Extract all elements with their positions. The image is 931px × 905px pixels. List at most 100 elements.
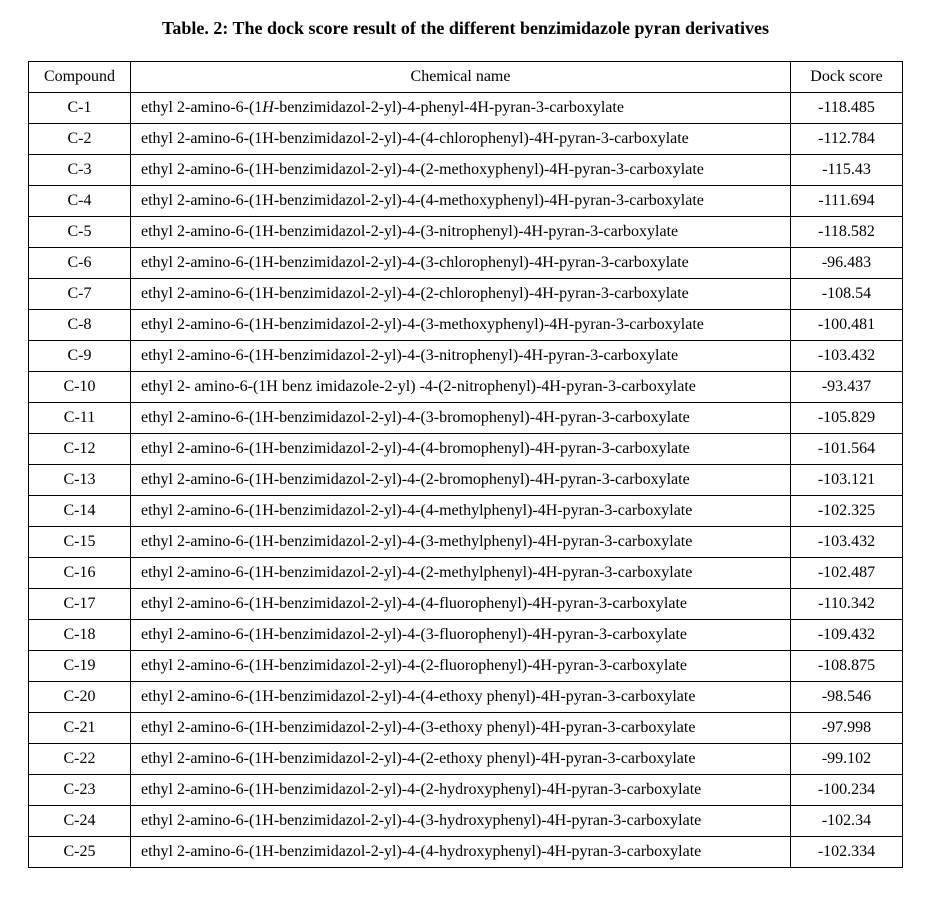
cell-compound: C-14	[29, 496, 131, 527]
cell-chemical-name: ethyl 2-amino-6-(1H-benzimidazol-2-yl)-4…	[131, 744, 791, 775]
cell-compound: C-21	[29, 713, 131, 744]
table-row: C-7ethyl 2-amino-6-(1H-benzimidazol-2-yl…	[29, 279, 903, 310]
cell-compound: C-1	[29, 93, 131, 124]
cell-chemical-name: ethyl 2-amino-6-(1H-benzimidazol-2-yl)-4…	[131, 589, 791, 620]
cell-compound: C-19	[29, 651, 131, 682]
cell-dock-score: -98.546	[791, 682, 903, 713]
cell-chemical-name: ethyl 2-amino-6-(1H-benzimidazol-2-yl)-4…	[131, 124, 791, 155]
table-row: C-11ethyl 2-amino-6-(1H-benzimidazol-2-y…	[29, 403, 903, 434]
cell-chemical-name: ethyl 2-amino-6-(1H-benzimidazol-2-yl)-4…	[131, 341, 791, 372]
cell-compound: C-10	[29, 372, 131, 403]
cell-dock-score: -97.998	[791, 713, 903, 744]
cell-dock-score: -118.582	[791, 217, 903, 248]
table-row: C-4ethyl 2-amino-6-(1H-benzimidazol-2-yl…	[29, 186, 903, 217]
cell-compound: C-12	[29, 434, 131, 465]
table-row: C-22ethyl 2-amino-6-(1H-benzimidazol-2-y…	[29, 744, 903, 775]
table-row: C-9ethyl 2-amino-6-(1H-benzimidazol-2-yl…	[29, 341, 903, 372]
table-row: C-5ethyl 2-amino-6-(1H-benzimidazol-2-yl…	[29, 217, 903, 248]
cell-chemical-name: ethyl 2-amino-6-(1H-benzimidazol-2-yl)-4…	[131, 496, 791, 527]
cell-dock-score: -110.342	[791, 589, 903, 620]
cell-compound: C-7	[29, 279, 131, 310]
table-row: C-2ethyl 2-amino-6-(1H-benzimidazol-2-yl…	[29, 124, 903, 155]
table-row: C-15ethyl 2-amino-6-(1H-benzimidazol-2-y…	[29, 527, 903, 558]
table-row: C-19ethyl 2-amino-6-(1H-benzimidazol-2-y…	[29, 651, 903, 682]
cell-chemical-name: ethyl 2-amino-6-(1H-benzimidazol-2-yl)-4…	[131, 837, 791, 868]
cell-compound: C-16	[29, 558, 131, 589]
table-title: Table. 2: The dock score result of the d…	[28, 18, 903, 39]
cell-dock-score: -111.694	[791, 186, 903, 217]
cell-compound: C-22	[29, 744, 131, 775]
cell-chemical-name: ethyl 2-amino-6-(1H-benzimidazol-2-yl)-4…	[131, 279, 791, 310]
cell-dock-score: -102.34	[791, 806, 903, 837]
cell-compound: C-3	[29, 155, 131, 186]
cell-dock-score: -102.325	[791, 496, 903, 527]
cell-compound: C-20	[29, 682, 131, 713]
table-row: C-20ethyl 2-amino-6-(1H-benzimidazol-2-y…	[29, 682, 903, 713]
cell-compound: C-2	[29, 124, 131, 155]
cell-chemical-name: ethyl 2-amino-6-(1H-benzimidazol-2-yl)-4…	[131, 403, 791, 434]
table-row: C-17ethyl 2-amino-6-(1H-benzimidazol-2-y…	[29, 589, 903, 620]
table-row: C-16ethyl 2-amino-6-(1H-benzimidazol-2-y…	[29, 558, 903, 589]
table-row: C-25ethyl 2-amino-6-(1H-benzimidazol-2-y…	[29, 837, 903, 868]
cell-dock-score: -109.432	[791, 620, 903, 651]
cell-compound: C-17	[29, 589, 131, 620]
cell-chemical-name: ethyl 2-amino-6-(1H-benzimidazol-2-yl)-4…	[131, 651, 791, 682]
col-chemical-name: Chemical name	[131, 62, 791, 93]
cell-chemical-name: ethyl 2-amino-6-(1H-benzimidazol-2-yl)-4…	[131, 217, 791, 248]
col-dock-score: Dock score	[791, 62, 903, 93]
cell-chemical-name: ethyl 2-amino-6-(1H-benzimidazol-2-yl)-4…	[131, 155, 791, 186]
cell-compound: C-24	[29, 806, 131, 837]
table-row: C-21ethyl 2-amino-6-(1H-benzimidazol-2-y…	[29, 713, 903, 744]
cell-chemical-name: ethyl 2-amino-6-(1H-benzimidazol-2-yl)-4…	[131, 310, 791, 341]
dock-score-table: Compound Chemical name Dock score C-1eth…	[28, 61, 903, 868]
cell-compound: C-5	[29, 217, 131, 248]
cell-chemical-name: ethyl 2-amino-6-(1H-benzimidazol-2-yl)-4…	[131, 558, 791, 589]
cell-chemical-name: ethyl 2-amino-6-(1H-benzimidazol-2-yl)-4…	[131, 186, 791, 217]
cell-dock-score: -96.483	[791, 248, 903, 279]
table-row: C-1ethyl 2-amino-6-(1H-benzimidazol-2-yl…	[29, 93, 903, 124]
cell-compound: C-6	[29, 248, 131, 279]
cell-compound: C-13	[29, 465, 131, 496]
table-row: C-8ethyl 2-amino-6-(1H-benzimidazol-2-yl…	[29, 310, 903, 341]
cell-chemical-name: ethyl 2-amino-6-(1H-benzimidazol-2-yl)-4…	[131, 465, 791, 496]
table-row: C-14ethyl 2-amino-6-(1H-benzimidazol-2-y…	[29, 496, 903, 527]
cell-compound: C-9	[29, 341, 131, 372]
cell-dock-score: -112.784	[791, 124, 903, 155]
cell-dock-score: -100.481	[791, 310, 903, 341]
cell-dock-score: -101.564	[791, 434, 903, 465]
cell-chemical-name: ethyl 2-amino-6-(1H-benzimidazol-2-yl)-4…	[131, 713, 791, 744]
cell-dock-score: -99.102	[791, 744, 903, 775]
cell-dock-score: -105.829	[791, 403, 903, 434]
cell-dock-score: -102.487	[791, 558, 903, 589]
cell-compound: C-8	[29, 310, 131, 341]
cell-compound: C-15	[29, 527, 131, 558]
cell-dock-score: -103.121	[791, 465, 903, 496]
cell-compound: C-23	[29, 775, 131, 806]
cell-chemical-name: ethyl 2- amino-6-(1H benz imidazole-2-yl…	[131, 372, 791, 403]
cell-chemical-name: ethyl 2-amino-6-(1H-benzimidazol-2-yl)-4…	[131, 682, 791, 713]
table-row: C-6ethyl 2-amino-6-(1H-benzimidazol-2-yl…	[29, 248, 903, 279]
cell-chemical-name: ethyl 2-amino-6-(1H-benzimidazol-2-yl)-4…	[131, 434, 791, 465]
cell-dock-score: -115.43	[791, 155, 903, 186]
cell-chemical-name: ethyl 2-amino-6-(1H-benzimidazol-2-yl)-4…	[131, 806, 791, 837]
table-row: C-24ethyl 2-amino-6-(1H-benzimidazol-2-y…	[29, 806, 903, 837]
col-compound: Compound	[29, 62, 131, 93]
cell-dock-score: -100.234	[791, 775, 903, 806]
table-row: C-18ethyl 2-amino-6-(1H-benzimidazol-2-y…	[29, 620, 903, 651]
table-header-row: Compound Chemical name Dock score	[29, 62, 903, 93]
cell-chemical-name: ethyl 2-amino-6-(1H-benzimidazol-2-yl)-4…	[131, 248, 791, 279]
cell-compound: C-25	[29, 837, 131, 868]
table-row: C-12ethyl 2-amino-6-(1H-benzimidazol-2-y…	[29, 434, 903, 465]
cell-compound: C-11	[29, 403, 131, 434]
cell-compound: C-18	[29, 620, 131, 651]
table-row: C-23ethyl 2-amino-6-(1H-benzimidazol-2-y…	[29, 775, 903, 806]
cell-chemical-name: ethyl 2-amino-6-(1H-benzimidazol-2-yl)-4…	[131, 527, 791, 558]
cell-dock-score: -108.875	[791, 651, 903, 682]
table-row: C-13ethyl 2-amino-6-(1H-benzimidazol-2-y…	[29, 465, 903, 496]
cell-dock-score: -103.432	[791, 341, 903, 372]
cell-chemical-name: ethyl 2-amino-6-(1H-benzimidazol-2-yl)-4…	[131, 93, 791, 124]
cell-dock-score: -102.334	[791, 837, 903, 868]
cell-dock-score: -108.54	[791, 279, 903, 310]
cell-chemical-name: ethyl 2-amino-6-(1H-benzimidazol-2-yl)-4…	[131, 775, 791, 806]
cell-compound: C-4	[29, 186, 131, 217]
